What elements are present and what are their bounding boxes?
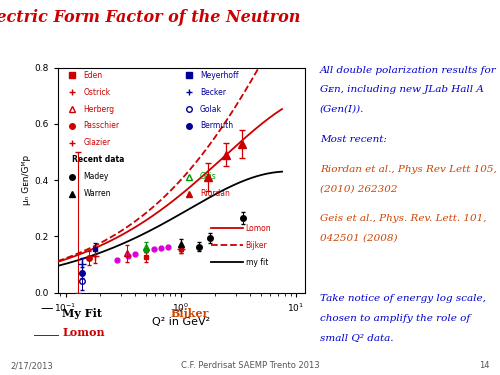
Text: Electric Form Factor of the Neutron: Electric Form Factor of the Neutron	[0, 9, 301, 26]
Text: Riordan et al., Phys Rev Lett 105,: Riordan et al., Phys Rev Lett 105,	[320, 165, 497, 174]
Text: Ostrick: Ostrick	[84, 88, 110, 97]
Text: Take notice of energy log scale,: Take notice of energy log scale,	[320, 294, 486, 303]
Y-axis label: μₙ Gᴇn/Gᴹp: μₙ Gᴇn/Gᴹp	[22, 155, 32, 205]
Text: Eden: Eden	[84, 71, 102, 80]
Text: Meyerhoff: Meyerhoff	[200, 71, 238, 80]
Text: Gᴇn, including new JLab Hall A: Gᴇn, including new JLab Hall A	[320, 85, 484, 94]
Text: (Gen(I)).: (Gen(I)).	[320, 105, 364, 114]
Text: 14: 14	[480, 362, 490, 370]
Text: chosen to amplify the role of: chosen to amplify the role of	[320, 314, 470, 323]
Text: Bijker: Bijker	[171, 308, 209, 320]
Text: Geis et al., Phys. Rev. Lett. 101,: Geis et al., Phys. Rev. Lett. 101,	[320, 214, 486, 223]
Text: Herberg: Herberg	[84, 105, 114, 114]
X-axis label: Q² in GeV²: Q² in GeV²	[152, 317, 210, 327]
Text: Lomon: Lomon	[62, 327, 105, 338]
Text: 042501 (2008): 042501 (2008)	[320, 234, 398, 243]
Text: Most recent:: Most recent:	[320, 135, 387, 144]
Text: Warren: Warren	[84, 189, 111, 198]
Text: Geis: Geis	[200, 172, 216, 181]
Text: Riordan: Riordan	[200, 189, 230, 198]
Text: —: —	[40, 302, 52, 315]
Text: Passchier: Passchier	[84, 122, 120, 130]
Text: small Q² data.: small Q² data.	[320, 333, 394, 342]
Text: 2/17/2013: 2/17/2013	[10, 362, 53, 370]
Text: (2010) 262302: (2010) 262302	[320, 184, 398, 193]
Text: All double polarization results for: All double polarization results for	[320, 66, 497, 75]
Text: my fit: my fit	[246, 258, 268, 267]
Text: My Fit: My Fit	[62, 308, 102, 320]
Text: Bijker: Bijker	[246, 241, 268, 250]
Text: Golak: Golak	[200, 105, 222, 114]
Text: Lomon: Lomon	[246, 224, 271, 233]
Text: C.F. Perdrisat SAEMP Trento 2013: C.F. Perdrisat SAEMP Trento 2013	[180, 362, 320, 370]
Text: Recent data: Recent data	[72, 155, 124, 164]
Text: Glazier: Glazier	[84, 138, 110, 147]
Text: Madey: Madey	[84, 172, 109, 181]
Text: Bermuth: Bermuth	[200, 122, 233, 130]
Text: Becker: Becker	[200, 88, 226, 97]
